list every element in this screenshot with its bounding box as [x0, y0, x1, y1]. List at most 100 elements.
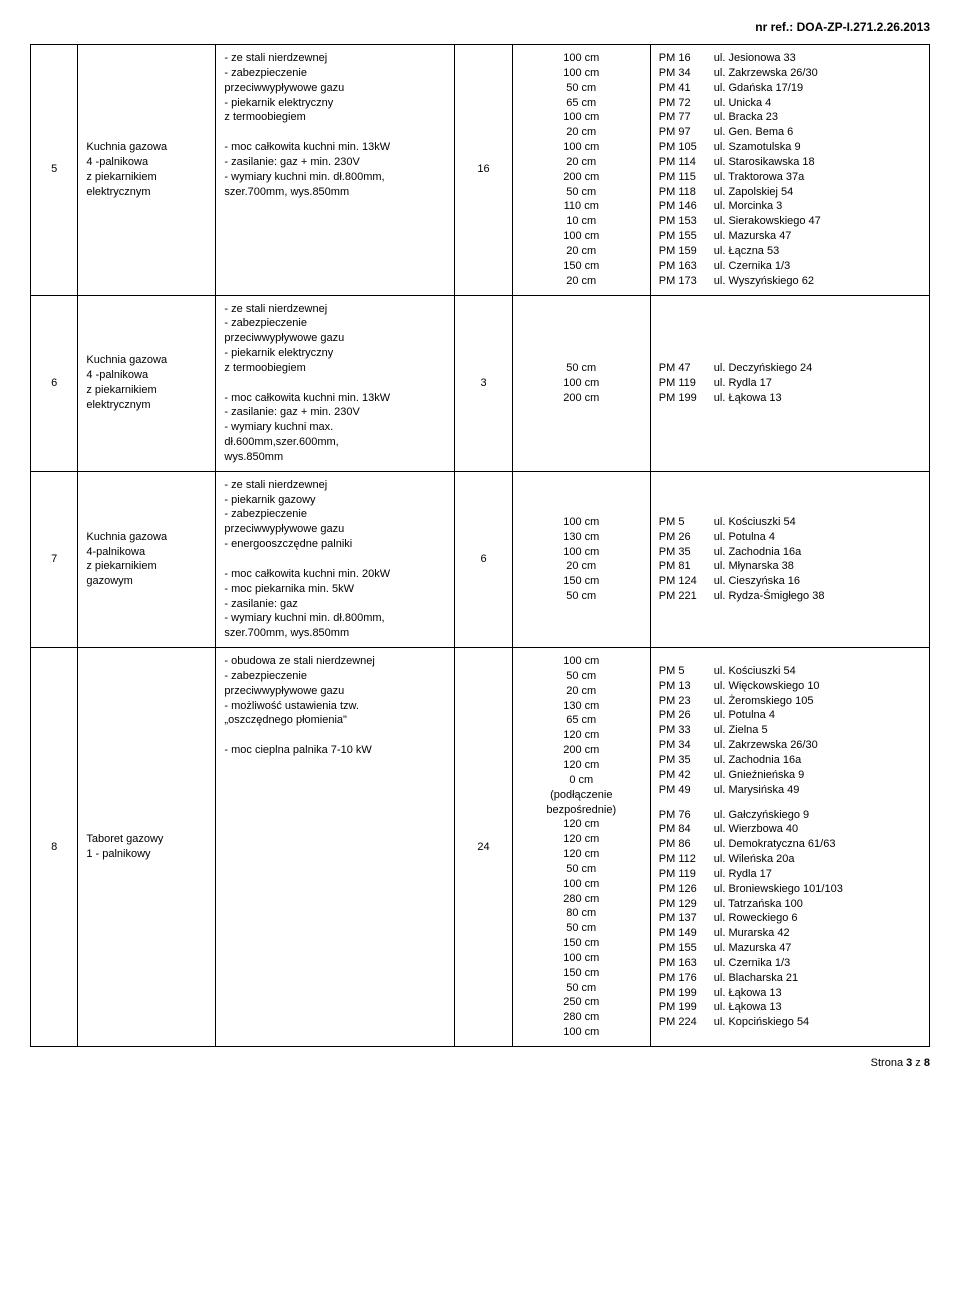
location-row: PM 33ul. Zielna 5 — [659, 723, 921, 738]
pm-code: PM 146 — [659, 199, 714, 214]
pm-code: PM 76 — [659, 808, 714, 823]
pm-code: PM 129 — [659, 897, 714, 912]
location-row: PM 126ul. Broniewskiego 101/103 — [659, 882, 921, 897]
pm-code: PM 224 — [659, 1015, 714, 1030]
street-address: ul. Łąkowa 13 — [714, 391, 782, 406]
location-row: PM 129ul. Tatrzańska 100 — [659, 897, 921, 912]
pm-code: PM 26 — [659, 708, 714, 723]
row-number: 8 — [31, 648, 78, 1047]
pm-code: PM 49 — [659, 783, 714, 798]
pm-code: PM 155 — [659, 941, 714, 956]
pm-code: PM 41 — [659, 81, 714, 96]
street-address: ul. Gnieźnieńska 9 — [714, 768, 805, 783]
footer-text: Strona — [871, 1057, 906, 1069]
street-address: ul. Jesionowa 33 — [714, 51, 796, 66]
street-address: ul. Zielna 5 — [714, 723, 768, 738]
pm-code: PM 33 — [659, 723, 714, 738]
footer-total: 8 — [924, 1057, 930, 1069]
pm-code: PM 155 — [659, 229, 714, 244]
location-row: PM 224ul. Kopcińskiego 54 — [659, 1015, 921, 1030]
pm-code: PM 199 — [659, 1000, 714, 1015]
street-address: ul. Czernika 1/3 — [714, 956, 790, 971]
location-row: PM 5ul. Kościuszki 54 — [659, 664, 921, 679]
street-address: ul. Potulna 4 — [714, 530, 775, 545]
locations: PM 5ul. Kościuszki 54PM 26ul. Potulna 4P… — [650, 471, 929, 647]
pm-code: PM 97 — [659, 125, 714, 140]
pm-code: PM 176 — [659, 971, 714, 986]
pm-code: PM 112 — [659, 852, 714, 867]
street-address: ul. Gen. Bema 6 — [714, 125, 794, 140]
pm-code: PM 119 — [659, 867, 714, 882]
pm-code: PM 137 — [659, 911, 714, 926]
pm-code: PM 35 — [659, 753, 714, 768]
pm-code: PM 26 — [659, 530, 714, 545]
street-address: ul. Tatrzańska 100 — [714, 897, 803, 912]
street-address: ul. Kopcińskiego 54 — [714, 1015, 809, 1030]
location-row: PM 124ul. Cieszyńska 16 — [659, 574, 921, 589]
street-address: ul. Marysińska 49 — [714, 783, 800, 798]
locations: PM 16ul. Jesionowa 33PM 34ul. Zakrzewska… — [650, 45, 929, 296]
street-address: ul. Młynarska 38 — [714, 559, 794, 574]
street-address: ul. Rydla 17 — [714, 376, 772, 391]
item-name: Kuchnia gazowa4 -palnikowaz piekarnikiem… — [78, 295, 216, 471]
pm-code: PM 126 — [659, 882, 714, 897]
quantity: 24 — [455, 648, 512, 1047]
street-address: ul. Blacharska 21 — [714, 971, 798, 986]
pm-code: PM 84 — [659, 822, 714, 837]
street-address: ul. Starosikawska 18 — [714, 155, 815, 170]
pm-code: PM 23 — [659, 694, 714, 709]
street-address: ul. Mazurska 47 — [714, 229, 792, 244]
pm-code: PM 118 — [659, 185, 714, 200]
location-row: PM 13ul. Więckowskiego 10 — [659, 679, 921, 694]
street-address: ul. Zakrzewska 26/30 — [714, 738, 818, 753]
street-address: ul. Szamotulska 9 — [714, 140, 801, 155]
location-row: PM 16ul. Jesionowa 33 — [659, 51, 921, 66]
location-row: PM 35ul. Zachodnia 16a — [659, 545, 921, 560]
street-address: ul. Morcinka 3 — [714, 199, 782, 214]
pm-code: PM 105 — [659, 140, 714, 155]
table-row: 7Kuchnia gazowa4-palnikowaz piekarnikiem… — [31, 471, 930, 647]
quantity: 3 — [455, 295, 512, 471]
pm-code: PM 72 — [659, 96, 714, 111]
location-row: PM 163ul. Czernika 1/3 — [659, 956, 921, 971]
pm-code: PM 199 — [659, 986, 714, 1001]
pm-code: PM 5 — [659, 515, 714, 530]
item-description: - ze stali nierdzewnej- piekarnik gazowy… — [216, 471, 455, 647]
location-row: PM 118ul. Zapolskiej 54 — [659, 185, 921, 200]
street-address: ul. Więckowskiego 10 — [714, 679, 820, 694]
table-row: 8Taboret gazowy1 - palnikowy- obudowa ze… — [31, 648, 930, 1047]
location-row: PM 199ul. Łąkowa 13 — [659, 986, 921, 1001]
measurements: 100 cm130 cm100 cm20 cm150 cm50 cm — [512, 471, 650, 647]
item-name: Kuchnia gazowa4 -palnikowaz piekarnikiem… — [78, 45, 216, 296]
street-address: ul. Czernika 1/3 — [714, 259, 790, 274]
footer-of: z — [912, 1057, 924, 1069]
measurements: 100 cm50 cm20 cm130 cm65 cm120 cm200 cm1… — [512, 648, 650, 1047]
pm-code: PM 114 — [659, 155, 714, 170]
location-row: PM 76ul. Gałczyńskiego 9 — [659, 808, 921, 823]
street-address: ul. Rydla 17 — [714, 867, 772, 882]
location-row: PM 173ul. Wyszyńskiego 62 — [659, 274, 921, 289]
location-row: PM 115ul. Traktorowa 37a — [659, 170, 921, 185]
street-address: ul. Wierzbowa 40 — [714, 822, 798, 837]
location-row: PM 84ul. Wierzbowa 40 — [659, 822, 921, 837]
location-row: PM 146ul. Morcinka 3 — [659, 199, 921, 214]
pm-code: PM 81 — [659, 559, 714, 574]
pm-code: PM 149 — [659, 926, 714, 941]
pm-code: PM 47 — [659, 361, 714, 376]
table-row: 6Kuchnia gazowa4 -palnikowaz piekarnikie… — [31, 295, 930, 471]
street-address: ul. Potulna 4 — [714, 708, 775, 723]
location-row: PM 47ul. Deczyńskiego 24 — [659, 361, 921, 376]
location-row: PM 26ul. Potulna 4 — [659, 708, 921, 723]
pm-code: PM 173 — [659, 274, 714, 289]
street-address: ul. Broniewskiego 101/103 — [714, 882, 843, 897]
location-row: PM 81ul. Młynarska 38 — [659, 559, 921, 574]
row-number: 5 — [31, 45, 78, 296]
street-address: ul. Wyszyńskiego 62 — [714, 274, 814, 289]
street-address: ul. Rydza-Śmigłego 38 — [714, 589, 825, 604]
pm-code: PM 34 — [659, 66, 714, 81]
location-row: PM 41ul. Gdańska 17/19 — [659, 81, 921, 96]
location-row: PM 112ul. Wileńska 20a — [659, 852, 921, 867]
pm-code: PM 159 — [659, 244, 714, 259]
street-address: ul. Zapolskiej 54 — [714, 185, 794, 200]
location-row: PM 149ul. Murarska 42 — [659, 926, 921, 941]
